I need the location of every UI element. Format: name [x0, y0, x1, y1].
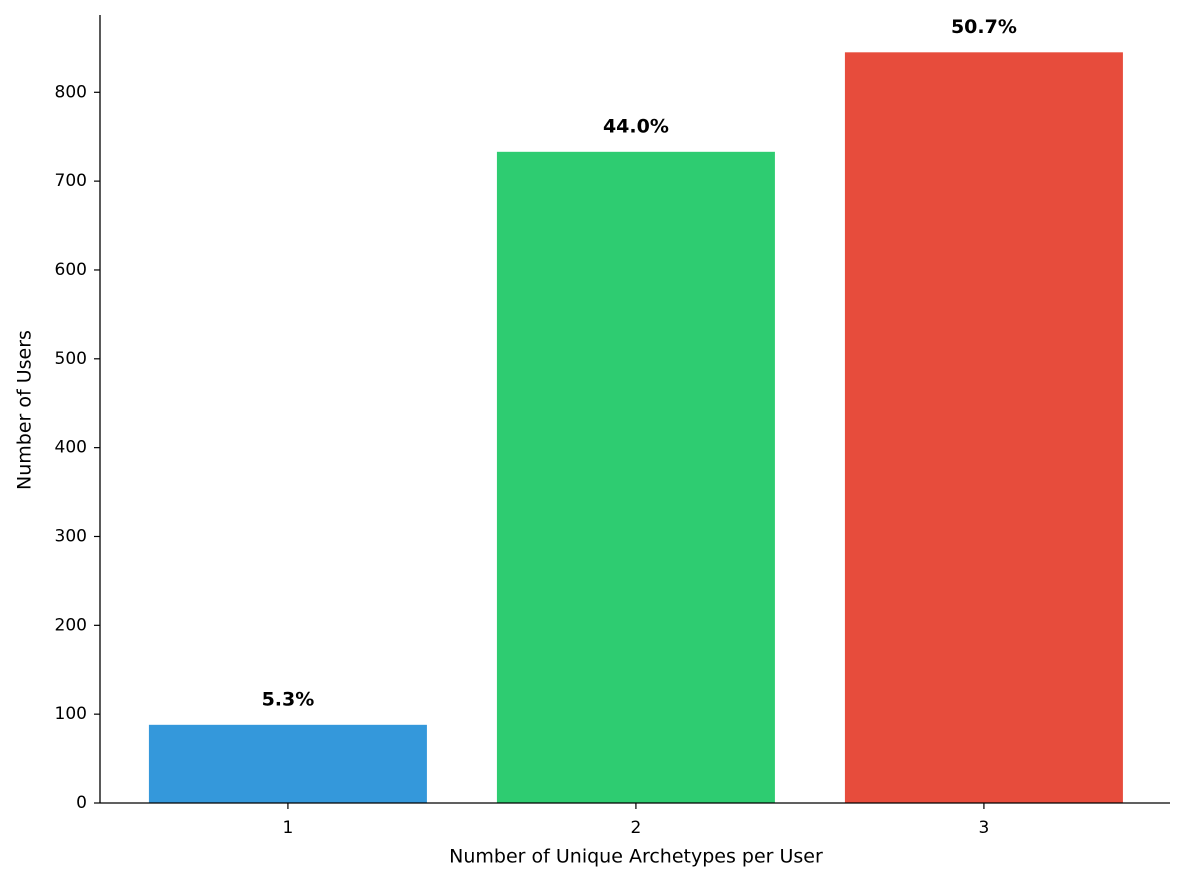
- value-label: 5.3%: [262, 688, 315, 710]
- y-axis-label: Number of Users: [14, 330, 36, 490]
- y-tick-label: 400: [55, 438, 87, 458]
- y-tick-label: 700: [55, 171, 87, 191]
- y-tick-label: 0: [76, 793, 87, 813]
- x-tick-label: 3: [979, 818, 990, 838]
- bar: [844, 52, 1123, 803]
- x-axis-label: Number of Unique Archetypes per User: [449, 846, 823, 868]
- y-tick-label: 100: [55, 704, 87, 724]
- bar: [148, 724, 427, 803]
- value-label: 44.0%: [603, 115, 669, 137]
- y-tick-label: 500: [55, 349, 87, 369]
- bar: [496, 151, 775, 804]
- y-tick-label: 300: [55, 526, 87, 546]
- x-tick-label: 2: [631, 818, 642, 838]
- y-tick-label: 800: [55, 82, 87, 102]
- value-label: 50.7%: [951, 16, 1017, 38]
- y-tick-label: 200: [55, 615, 87, 635]
- y-tick-label: 600: [55, 260, 87, 280]
- x-tick-label: 1: [283, 818, 294, 838]
